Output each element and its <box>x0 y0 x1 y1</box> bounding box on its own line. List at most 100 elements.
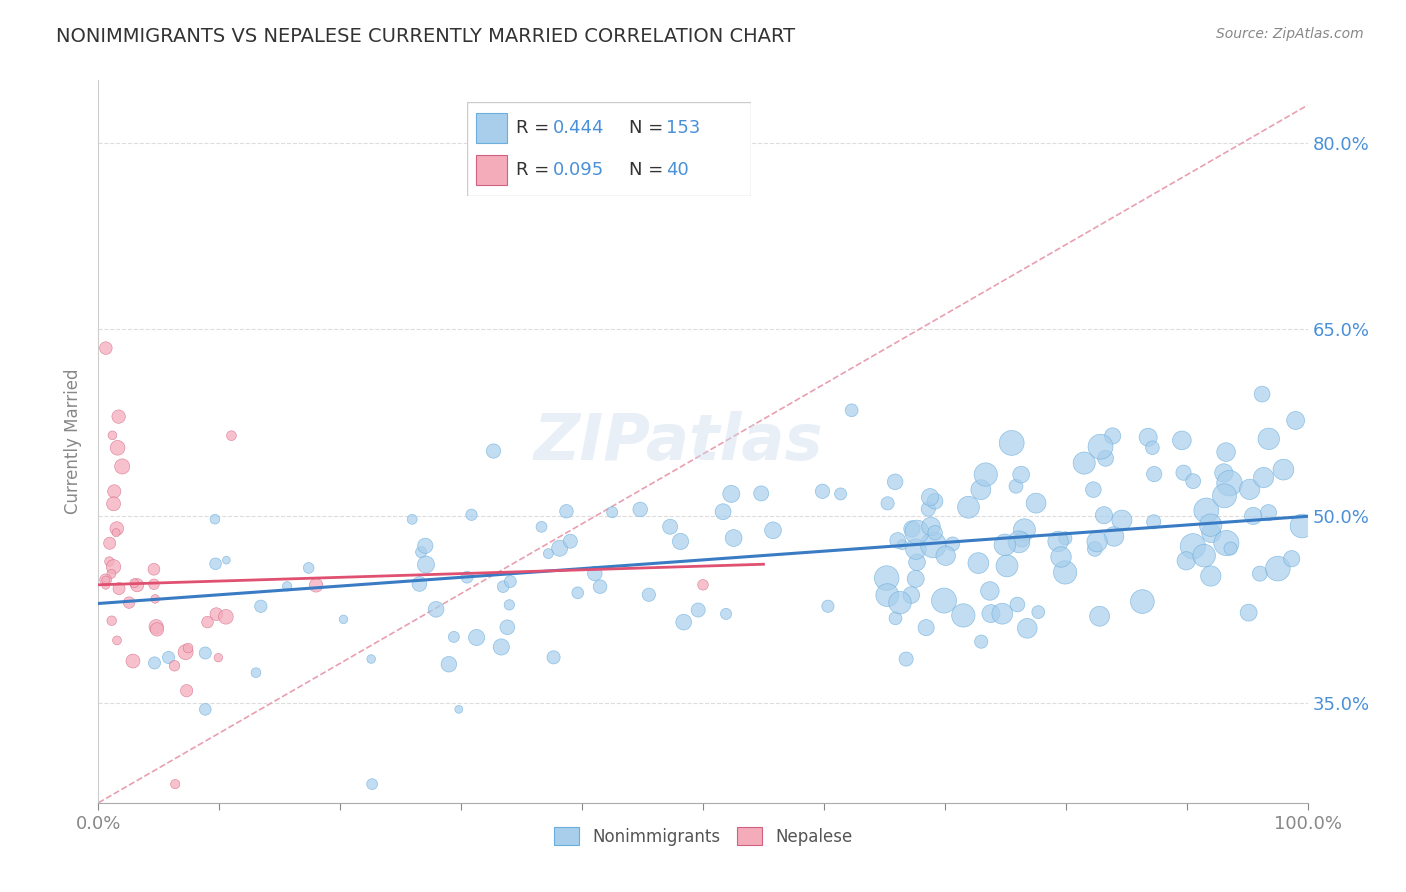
Point <box>900 588 922 602</box>
Point <box>250 599 273 614</box>
Point <box>145 620 167 634</box>
Point <box>583 566 606 581</box>
Point <box>924 494 946 508</box>
Point <box>1054 566 1077 580</box>
Point <box>1241 508 1264 523</box>
Point <box>1215 445 1237 459</box>
Point <box>1092 508 1115 523</box>
Point <box>915 621 938 635</box>
Point <box>876 571 898 585</box>
Point <box>1285 413 1308 427</box>
Point <box>107 409 129 424</box>
Point <box>1083 483 1105 497</box>
Point <box>1173 466 1195 480</box>
Point <box>901 522 924 536</box>
Text: NONIMMIGRANTS VS NEPALESE CURRENTLY MARRIED CORRELATION CHART: NONIMMIGRANTS VS NEPALESE CURRENTLY MARR… <box>56 27 796 45</box>
Point <box>952 608 974 623</box>
Point <box>889 596 911 610</box>
Point <box>918 490 941 504</box>
Point <box>1181 539 1204 553</box>
Point <box>1251 387 1274 401</box>
Point <box>143 577 166 591</box>
Point <box>360 652 382 666</box>
Point <box>108 582 131 596</box>
Point <box>207 650 229 665</box>
Point <box>749 486 772 500</box>
Point <box>723 531 745 545</box>
Point <box>904 542 927 557</box>
Point <box>991 607 1014 621</box>
Point <box>1101 429 1123 443</box>
Point <box>1094 451 1116 466</box>
Point <box>143 656 166 670</box>
Point <box>1014 523 1036 537</box>
Point <box>935 549 957 563</box>
Point <box>105 522 128 536</box>
Point <box>443 630 465 644</box>
Point <box>411 545 433 559</box>
Point <box>1088 609 1111 624</box>
Point <box>1175 554 1198 568</box>
Point <box>361 777 384 791</box>
Point <box>555 504 578 518</box>
Point <box>415 558 437 572</box>
Point <box>105 633 128 648</box>
Point <box>101 428 124 442</box>
Point <box>711 505 734 519</box>
Point <box>94 573 117 587</box>
Point <box>107 441 129 455</box>
Point <box>118 596 141 610</box>
Point <box>876 588 898 602</box>
Point <box>94 578 117 592</box>
Point <box>1239 483 1261 497</box>
Point <box>1143 515 1166 529</box>
Point <box>1257 506 1279 520</box>
Point <box>103 497 125 511</box>
Point <box>876 496 898 510</box>
Point <box>447 702 470 716</box>
Point <box>1237 606 1260 620</box>
Point <box>174 645 197 659</box>
Point <box>1199 518 1222 533</box>
Point <box>142 562 165 576</box>
Point <box>884 475 907 489</box>
Point <box>1130 594 1153 608</box>
Point <box>94 341 117 355</box>
Point <box>924 525 946 540</box>
Point <box>194 702 217 716</box>
Point <box>1182 474 1205 488</box>
Point <box>197 615 219 629</box>
Point <box>1249 566 1271 581</box>
Point <box>692 578 714 592</box>
Point <box>98 536 121 550</box>
Point <box>204 557 226 571</box>
Point <box>100 614 122 628</box>
Point <box>1219 541 1241 556</box>
Point <box>1084 541 1107 556</box>
Point <box>894 652 917 666</box>
Point <box>1215 536 1237 550</box>
Point <box>124 576 146 591</box>
Point <box>127 578 149 592</box>
Point <box>720 487 742 501</box>
Point <box>460 508 482 522</box>
Point <box>1073 456 1095 470</box>
Point <box>1253 470 1275 484</box>
Y-axis label: Currently Married: Currently Married <box>65 368 83 515</box>
Point <box>1272 462 1295 476</box>
Point <box>672 615 695 629</box>
Point <box>979 584 1001 599</box>
Point <box>567 586 589 600</box>
Point <box>995 558 1018 573</box>
Point <box>437 657 460 672</box>
Point <box>111 459 134 474</box>
Point <box>401 512 423 526</box>
Point <box>305 578 328 592</box>
Point <box>1267 561 1289 575</box>
Point <box>669 534 692 549</box>
Point <box>194 646 217 660</box>
Point <box>1017 621 1039 635</box>
Point <box>408 577 430 591</box>
Point <box>920 519 942 533</box>
Point <box>530 520 553 534</box>
